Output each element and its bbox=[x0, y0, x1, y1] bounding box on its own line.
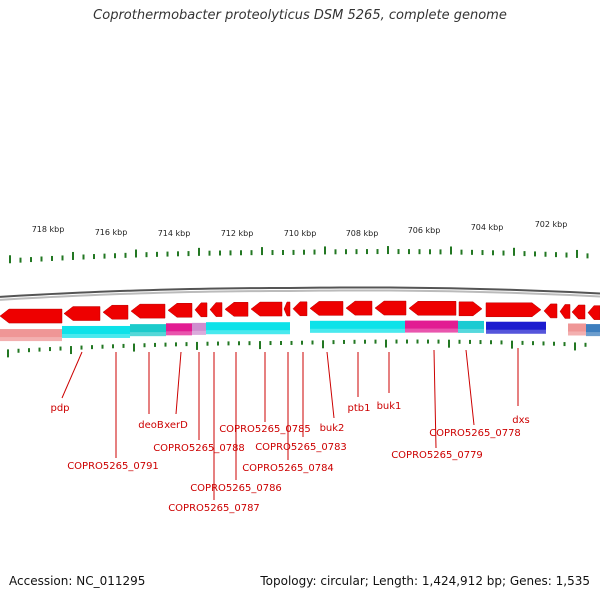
backbone-line bbox=[0, 289, 600, 301]
backbone-line bbox=[0, 286, 600, 298]
gene-arrow bbox=[571, 304, 586, 320]
genome-summary-text: Topology: circular; Length: 1,424,912 bp… bbox=[260, 574, 590, 588]
feature-segment bbox=[130, 324, 166, 337]
genome-title: Coprothermobacter proteolyticus DSM 5265… bbox=[93, 8, 507, 23]
gene-arrow bbox=[130, 303, 166, 319]
feature-segment bbox=[568, 323, 586, 336]
gene-label: COPRO5265_0779 bbox=[391, 450, 483, 461]
kbp-label: 710 kbp bbox=[284, 229, 317, 238]
feature-segment bbox=[486, 321, 546, 334]
bottom-tick-row bbox=[7, 339, 587, 358]
gene-arrow bbox=[345, 300, 373, 316]
gene-arrow bbox=[485, 302, 542, 318]
feature-segment bbox=[586, 324, 600, 337]
feature-shade bbox=[192, 330, 206, 335]
gene-label: dxs bbox=[512, 415, 529, 426]
kbp-label: 712 kbp bbox=[221, 229, 254, 238]
gene-arrow bbox=[559, 304, 571, 319]
gene-track bbox=[0, 300, 600, 324]
feature-shade bbox=[0, 337, 62, 342]
feature-segment bbox=[310, 320, 405, 333]
gene-arrow bbox=[587, 305, 600, 320]
kbp-label: 718 kbp bbox=[32, 225, 65, 234]
gene-label: COPRO5265_0778 bbox=[429, 428, 521, 439]
feature-segment bbox=[166, 323, 192, 336]
feature-shade bbox=[586, 332, 600, 337]
gene-label: buk2 bbox=[320, 423, 345, 434]
feature-shade bbox=[166, 331, 192, 336]
gene-label: COPRO5265_0791 bbox=[67, 461, 159, 472]
feature-segment bbox=[458, 320, 484, 333]
feature-shade bbox=[458, 328, 484, 333]
gene-label: COPRO5265_0788 bbox=[153, 443, 245, 454]
feature-segment bbox=[62, 325, 130, 338]
gene-arrow bbox=[63, 306, 101, 321]
gene-callouts: pdp COPRO5265_0791 deoB xerD COPRO5265_0788 C… bbox=[50, 348, 530, 514]
gene-arrow bbox=[309, 301, 344, 316]
gene-arrow bbox=[209, 302, 223, 317]
callout-line bbox=[465, 349, 475, 426]
kbp-label: 702 kbp bbox=[535, 220, 568, 229]
gene-label: pdp bbox=[50, 403, 69, 414]
gene-arrow bbox=[250, 301, 283, 317]
kbp-label: 704 kbp bbox=[471, 223, 504, 232]
callout-line bbox=[175, 351, 182, 415]
gene-arrow bbox=[102, 304, 129, 320]
callout-line bbox=[326, 351, 335, 419]
gene-arrow bbox=[194, 302, 208, 318]
genome-backbone bbox=[0, 286, 600, 301]
gene-arrow bbox=[458, 301, 483, 317]
feature-shade bbox=[206, 330, 290, 335]
feature-track bbox=[0, 320, 600, 342]
gene-label: COPRO5265_0784 bbox=[242, 463, 334, 474]
gene-arrow bbox=[292, 301, 308, 317]
feature-shade bbox=[486, 329, 546, 334]
kbp-label: 716 kbp bbox=[95, 228, 128, 237]
kbp-label: 714 kbp bbox=[158, 229, 191, 238]
callout-line bbox=[433, 349, 437, 449]
kbp-label: 708 kbp bbox=[346, 229, 379, 238]
feature-shade bbox=[405, 328, 458, 333]
gene-label: COPRO5265_0786 bbox=[190, 483, 282, 494]
accession-text: Accession: NC_011295 bbox=[9, 574, 146, 588]
gene-arrow bbox=[374, 300, 407, 316]
gene-arrow bbox=[283, 301, 291, 317]
kbp-label-row: 718 kbp 716 kbp 714 kbp 712 kbp 710 kbp 708 k… bbox=[32, 220, 568, 238]
kbp-label: 706 kbp bbox=[408, 226, 441, 235]
feature-segment bbox=[405, 320, 458, 333]
feature-shade bbox=[130, 332, 166, 337]
callout-line bbox=[61, 351, 83, 399]
gene-label: COPRO5265_0783 bbox=[255, 442, 347, 453]
feature-shade bbox=[310, 328, 405, 333]
gene-arrow bbox=[408, 301, 457, 316]
gene-label: COPRO5265_0785 bbox=[219, 424, 311, 435]
gene-arrow bbox=[0, 308, 63, 324]
gene-label: COPRO5265_0787 bbox=[168, 503, 260, 514]
feature-segment bbox=[206, 322, 290, 335]
gene-label: xerD bbox=[164, 420, 188, 431]
gene-label: buk1 bbox=[377, 401, 402, 412]
gene-label: ptb1 bbox=[348, 403, 371, 414]
gene-label: deoB bbox=[138, 420, 164, 431]
feature-shade bbox=[62, 333, 130, 338]
feature-segment bbox=[192, 322, 206, 335]
feature-shade bbox=[568, 331, 586, 336]
gene-arrow bbox=[224, 302, 249, 317]
top-tick-row bbox=[9, 246, 589, 264]
gene-arrow bbox=[543, 303, 558, 319]
feature-segment bbox=[0, 329, 62, 342]
gene-arrow bbox=[167, 303, 193, 318]
